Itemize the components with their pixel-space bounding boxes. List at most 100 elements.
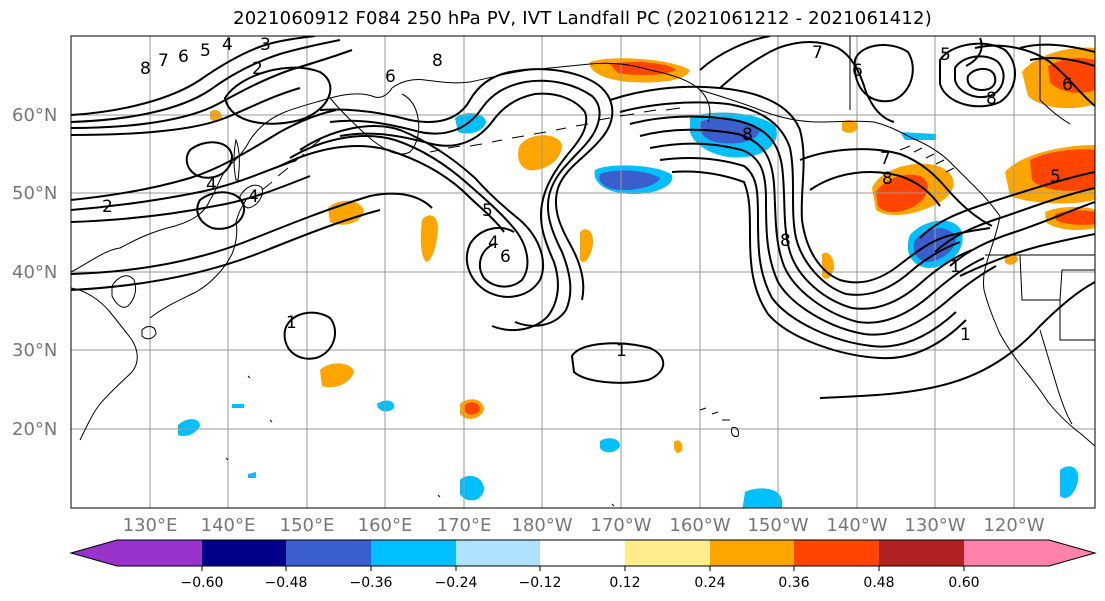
contour-label: 6 [852, 61, 863, 81]
pv-contour [289, 135, 529, 288]
pv-contour-closed [196, 191, 246, 230]
lon-label: 130°E [123, 515, 178, 536]
contour-label: 8 [986, 89, 997, 109]
pv-contour [71, 49, 353, 129]
pv-contour [71, 192, 433, 275]
colorbar-segment [456, 540, 540, 566]
lon-label: 170°W [590, 515, 651, 536]
contour-label: 4 [488, 233, 499, 253]
pv-contour [71, 109, 337, 201]
latitude-labels: 60°N 50°N 40°N 30°N 20°N [12, 105, 57, 440]
negative-anomaly-region [460, 475, 484, 501]
pv-contour [699, 36, 771, 71]
colorbar-tick-label: 0.12 [609, 575, 640, 591]
colorbar-tick-label: −0.12 [519, 575, 562, 591]
contour-label: 1 [286, 313, 297, 333]
colorbar-segment [202, 540, 286, 566]
negative-anomaly-region [248, 472, 256, 478]
negative-anomaly-region [600, 438, 620, 453]
colorbar-segment [964, 540, 1049, 566]
positive-anomaly-region [420, 215, 438, 262]
coastline-kyushu [141, 326, 157, 340]
coastline-alaska [699, 89, 1001, 217]
pv-contour [949, 201, 1095, 267]
colorbar-outline [69, 539, 1097, 567]
pv-contour-closed [185, 141, 234, 179]
contour-label: 4 [222, 35, 233, 55]
positive-anomaly-region [842, 120, 858, 133]
pv-contour-closed [853, 44, 914, 103]
coastline-asia [71, 87, 393, 273]
colorbar-segment [879, 540, 964, 566]
colorbar-tick-label: −0.48 [265, 575, 308, 591]
border-canada-provinces [1039, 36, 1071, 125]
coastline-kurils [261, 139, 321, 191]
contour-label: 5 [1050, 167, 1061, 187]
negative-anomaly-region [900, 132, 936, 140]
contour-label: 6 [500, 247, 511, 267]
positive-anomaly-region [1005, 254, 1018, 265]
contour-label: 8 [432, 51, 443, 71]
positive-anomaly-core [465, 402, 480, 415]
coastline-mexico [1047, 401, 1095, 447]
negative-anomaly-core [599, 170, 660, 190]
contour-label: 7 [812, 43, 823, 63]
contour-label: 8 [780, 231, 791, 251]
pv-contour [974, 44, 1095, 107]
coastline-sakhalin [233, 138, 240, 181]
lon-label: 180°W [511, 515, 572, 536]
contour-label: 5 [940, 45, 951, 65]
contour-label: 4 [206, 175, 217, 195]
coastline-hokkaido [239, 184, 263, 209]
colorbar-extend-low [71, 540, 117, 566]
pv-contour [659, 157, 957, 348]
pv-contour-closed [570, 342, 665, 384]
pv-contour [1019, 43, 1095, 53]
contour-label: 1 [960, 325, 971, 345]
negative-anomaly-region [742, 488, 782, 508]
lon-label: 150°E [280, 515, 335, 536]
colorbar-segment [286, 540, 371, 566]
contour-label: 7 [880, 149, 891, 169]
longitude-labels: 130°E 140°E 150°E 160°E 170°E 180°W 170°… [123, 515, 1045, 536]
negative-anomaly-region [377, 400, 395, 412]
colorbar-tick-label: −0.60 [181, 575, 224, 591]
colorbar-tick-label: 0.24 [694, 575, 725, 591]
coastline-china [71, 287, 138, 441]
pv-contour [819, 281, 1095, 399]
state-borders [1019, 254, 1095, 341]
negative-anomaly-region [232, 404, 244, 408]
colorbar-tick-label: 0.36 [778, 575, 809, 591]
lon-label: 150°W [747, 515, 808, 536]
contour-label: 6 [385, 67, 396, 87]
pv-contour [71, 87, 301, 136]
pv-contour [339, 92, 588, 332]
pv-contour [959, 233, 1095, 277]
coastline-pacific-islands [225, 375, 615, 507]
contour-label: 2 [252, 59, 263, 79]
pv-contour [279, 144, 505, 233]
pv-contour [329, 79, 601, 327]
colorbar-segment [794, 540, 879, 566]
lon-label: 160°W [669, 515, 730, 536]
positive-anomaly-core [1048, 58, 1095, 93]
coastline-alexander-archipelago [899, 145, 955, 173]
colorbar-segment [540, 540, 625, 566]
colorbar-segment [117, 540, 202, 566]
lat-label: 50°N [12, 183, 57, 204]
pv-contour [919, 171, 1095, 239]
contour-label: 3 [260, 35, 271, 55]
lon-label: 130°W [904, 515, 965, 536]
colorbar: −0.60 −0.48 −0.36 −0.24 −0.12 0.12 0.24 … [69, 539, 1097, 591]
positive-anomaly-core [1030, 149, 1095, 191]
lon-label: 140°W [826, 515, 887, 536]
coastline-korea [111, 275, 137, 308]
colorbar-tick-label: −0.36 [350, 575, 393, 591]
lat-label: 30°N [12, 340, 57, 361]
pv-contour [965, 37, 983, 67]
contour-label: 2 [102, 197, 113, 217]
lon-label: 170°E [437, 515, 492, 536]
contour-label: 1 [616, 341, 627, 361]
contour-label: 7 [158, 51, 169, 71]
colorbar-extend-high [1049, 540, 1095, 566]
